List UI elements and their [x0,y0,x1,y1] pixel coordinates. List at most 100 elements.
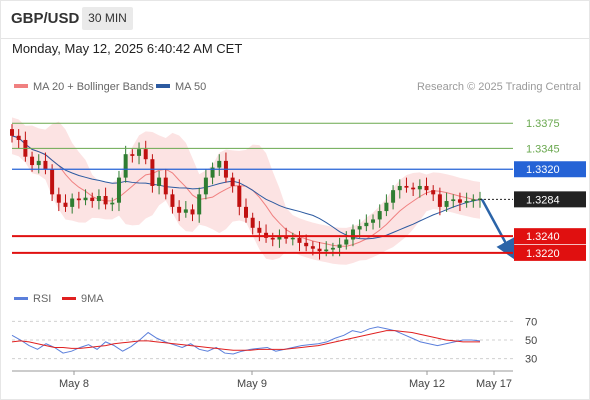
candle [257,221,262,242]
candle-body [90,197,95,202]
candle-body [50,169,55,195]
candle-body [250,217,255,228]
level-label-1.3375: 1.3375 [526,118,560,130]
candle-body [424,185,429,191]
candle-body [290,237,295,240]
candle [143,140,148,165]
candle [110,197,115,212]
level-label-bg-1.3220 [514,244,586,261]
candle-body [444,201,449,207]
chart-header: GBP/USD 30 MIN [0,0,590,39]
candle-body [384,202,389,212]
candle-body [270,237,275,240]
candle [417,179,422,198]
candle-body [411,187,416,190]
candle-body [417,185,422,190]
bollinger-legend-swatch [14,84,28,88]
candle [357,219,362,238]
candle-body [317,248,322,252]
candle-body [30,156,35,166]
candle-body [297,237,302,243]
rsi-ma-legend-swatch [62,297,76,300]
candle-body [230,177,235,186]
level-label-1.3284: 1.3284 [526,194,560,206]
candle-body [244,206,248,218]
candle-body [157,177,162,186]
candle [16,129,21,149]
candle [183,201,188,218]
candle [230,172,235,193]
candle [431,185,436,202]
rsi-tick-50: 50 [525,335,537,347]
candle [330,242,335,257]
level-label-bg-1.3284 [514,191,586,208]
candle-body [103,196,108,205]
candle [364,214,369,232]
candle-body [197,194,202,215]
candle [63,194,68,212]
candle [457,192,462,212]
candle-body [391,190,396,203]
candle [411,182,416,197]
candle-body [96,196,101,202]
ma50-legend-label: MA 50 [175,81,206,93]
candle-body [123,154,128,178]
candle [197,187,202,223]
candle [150,154,155,193]
rsi-legend: RSI 9MA [14,293,104,305]
candle [471,194,476,208]
x-tick-label: May 9 [237,378,267,390]
level-label-1.3220: 1.3220 [526,248,560,260]
candle-body [163,177,168,195]
candle [10,124,14,143]
rsi-tick-70: 70 [525,316,537,328]
candle-body [451,199,456,202]
candle [424,177,429,196]
candle-body [431,190,436,195]
candle-body [457,199,462,203]
candle [30,151,35,172]
candle [217,154,222,176]
level-label-1.3240: 1.3240 [526,231,560,243]
candle-body [177,206,182,213]
candle [237,179,242,216]
candle-body [43,160,48,170]
candle [123,145,128,183]
candle [270,232,275,247]
candle-body [464,201,469,203]
candle-body [344,239,349,245]
candle [290,232,295,246]
candle [76,191,81,209]
candle [137,142,142,165]
candle-body [76,198,81,201]
candle [437,187,442,216]
candle [50,164,55,202]
candle-body [330,247,335,250]
candle-body [371,219,376,223]
candle-body [130,154,135,156]
timeframe-badge[interactable]: 30 MIN [82,7,133,30]
candle [210,162,215,185]
candle [203,169,208,200]
price-levels: 1.3375 1.3345 1.3320 1.3284 1.3240 1.3220 [12,118,586,261]
candle-body [337,244,342,248]
candle-body [304,242,309,247]
candle-body [217,160,222,168]
rsi-plot: 70 50 30 [11,316,537,366]
forecast-arrow [480,198,515,260]
research-credit: Research © 2025 Trading Central [417,81,581,93]
candle-body [203,177,208,195]
candle-body [364,222,369,227]
candle-body [357,226,362,230]
candle [83,189,88,206]
candle-body [183,209,188,213]
candle-body [150,159,155,186]
candle [317,242,322,260]
x-axis: May 8 May 9 May 12 May 17 [12,370,513,390]
rsi-ma-legend-label: 9MA [81,293,104,305]
rsi-legend-label: RSI [33,293,51,305]
candle-body [10,129,14,136]
candle-body [437,194,442,207]
candle-body [63,202,68,207]
